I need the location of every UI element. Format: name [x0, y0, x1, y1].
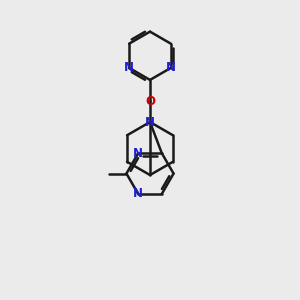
Text: N: N: [133, 188, 143, 200]
Text: O: O: [145, 94, 155, 108]
Text: N: N: [124, 61, 134, 74]
Text: N: N: [145, 116, 155, 128]
Text: N: N: [166, 61, 176, 74]
Text: N: N: [133, 147, 143, 160]
